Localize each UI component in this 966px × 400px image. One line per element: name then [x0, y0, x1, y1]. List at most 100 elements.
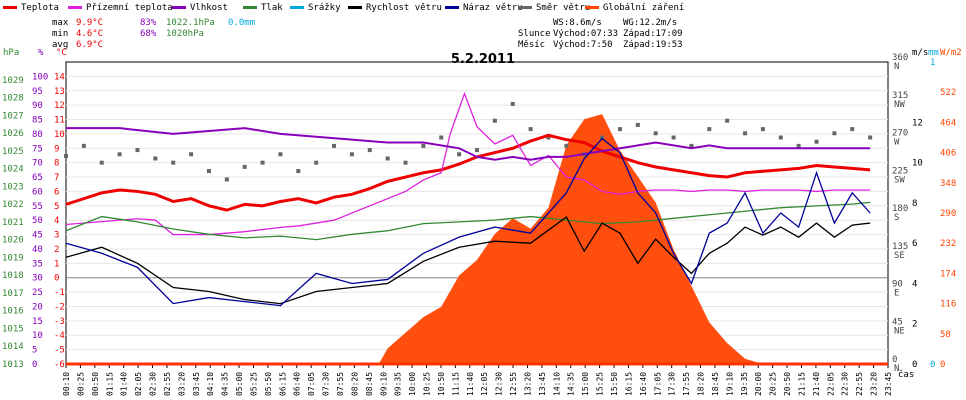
legend-label: Náraz větru — [463, 3, 523, 13]
x-tick-label: 08:45 — [365, 372, 374, 396]
unit-wm2: W/m2 — [940, 48, 962, 58]
legend-swatch — [243, 6, 257, 9]
direction-tick: 270 — [892, 129, 908, 139]
sun-label: Slunce — [518, 29, 551, 39]
x-tick-label: 00:50 — [91, 372, 100, 396]
humidity-tick: 95 — [32, 87, 43, 97]
wind-direction-point — [314, 160, 319, 165]
humidity-tick: 0 — [32, 360, 37, 370]
moon-rise: Východ:7:50 — [553, 40, 613, 50]
humidity-tick: 90 — [32, 101, 43, 111]
temp-tick: -6 — [54, 360, 65, 370]
temp-tick: -3 — [54, 317, 65, 327]
wind-direction-point — [492, 118, 497, 123]
sun-rise: Východ:07:33 — [553, 29, 619, 39]
direction-tick: 0 — [892, 355, 897, 365]
x-tick-label: 00:10 — [62, 372, 71, 396]
unit-pct: % — [38, 48, 44, 58]
radiation-area — [378, 114, 763, 364]
humidity-tick: 80 — [32, 130, 43, 140]
series-humidity-8800bb — [66, 127, 871, 161]
x-tick-label: 17:55 — [682, 372, 691, 396]
legend-wind-dir: Směr větru — [518, 3, 590, 15]
stat-min-pres: 1020hPa — [166, 29, 204, 39]
series-pressure-338833 — [65, 201, 871, 241]
x-tick-label: 07:30 — [322, 372, 331, 396]
humidity-tick: 65 — [32, 173, 43, 183]
pressure-tick: 1027 — [2, 111, 24, 121]
wind-direction-point — [367, 148, 372, 153]
temp-tick: 1 — [54, 259, 59, 269]
wind-direction-point — [760, 127, 765, 132]
wind-direction-point — [171, 160, 176, 165]
pressure-tick: 1023 — [2, 182, 24, 192]
pressure-tick: 1022 — [2, 200, 24, 210]
x-tick-label: 16:15 — [624, 372, 633, 396]
x-tick-label: 21:40 — [812, 372, 821, 396]
pressure-tick: 1024 — [2, 165, 24, 175]
direction-tick: 90 — [892, 280, 903, 290]
legend-label: Vlhkost — [190, 3, 228, 13]
series-temp-ee0000 — [65, 133, 871, 212]
legend-label: Přízemní teplota — [86, 3, 173, 13]
x-tick-label: 22:55 — [855, 372, 864, 396]
direction-tick: 315 — [892, 91, 908, 101]
radiation-tick: 522 — [940, 88, 956, 98]
wind-direction-point — [278, 152, 283, 157]
x-tick-label: 17:05 — [653, 372, 662, 396]
wind-tick: 10 — [912, 159, 923, 169]
pressure-tick: 1017 — [2, 289, 24, 299]
legend-swatch — [445, 6, 459, 9]
stat-max-temp: 9.9°C — [76, 18, 104, 28]
wind-direction-point — [671, 135, 676, 140]
wind-direction-point — [617, 127, 622, 132]
wind-direction-point — [635, 122, 640, 127]
legend-label: Globální záření — [603, 3, 685, 13]
wind-tick: 2 — [912, 320, 917, 330]
x-tick-label: 04:10 — [206, 372, 215, 396]
humidity-tick: 25 — [32, 288, 43, 298]
direction-tick: 360 — [892, 53, 908, 63]
legend-label: Srážky — [308, 3, 341, 13]
direction-tick: 180 — [892, 204, 908, 214]
x-tick-label: 10:00 — [408, 372, 417, 396]
wind-direction-point — [260, 160, 265, 165]
pressure-tick: 1028 — [2, 94, 24, 104]
temp-tick: 6 — [54, 187, 59, 197]
radiation-tick: 464 — [940, 118, 956, 128]
wind-direction-point — [421, 143, 426, 148]
legend-temp: Teplota — [3, 3, 59, 15]
temp-tick: -4 — [54, 331, 65, 341]
temp-tick: 12 — [54, 101, 65, 111]
wind-direction-point — [689, 143, 694, 148]
legend-wind-gust: Náraz větru — [445, 3, 523, 15]
wind-direction-point — [189, 152, 194, 157]
legend-swatch — [290, 6, 304, 9]
humidity-tick: 35 — [32, 259, 43, 269]
x-tick-label: 07:55 — [336, 372, 345, 396]
humidity-tick: 55 — [32, 202, 43, 212]
direction-label: N — [894, 364, 899, 374]
series-wind-000099 — [65, 137, 871, 307]
humidity-tick: 5 — [32, 346, 37, 356]
moon-label: Měsíc — [518, 40, 546, 50]
legend-label: Teplota — [21, 3, 59, 13]
x-tick-label: 13:45 — [538, 372, 547, 396]
wind-direction-point — [796, 143, 801, 148]
radiation-tick: 232 — [940, 239, 956, 249]
legend-radiation: Globální záření — [585, 3, 684, 15]
temp-tick: 5 — [54, 202, 59, 212]
pressure-tick: 1014 — [2, 342, 24, 352]
x-tick-label: 01:40 — [120, 372, 129, 396]
wind-gust-info: WG:12.2m/s — [623, 18, 678, 28]
humidity-tick: 45 — [32, 231, 43, 241]
direction-label: E — [894, 289, 899, 299]
x-tick-label: 18:20 — [697, 372, 706, 396]
humidity-tick: 50 — [32, 216, 43, 226]
wind-direction-point — [385, 156, 390, 161]
radiation-tick: 348 — [940, 179, 956, 189]
wind-direction-point — [296, 169, 301, 174]
radiation-tick: 116 — [940, 300, 956, 310]
wind-direction-point — [528, 127, 533, 132]
direction-tick: 45 — [892, 317, 903, 327]
